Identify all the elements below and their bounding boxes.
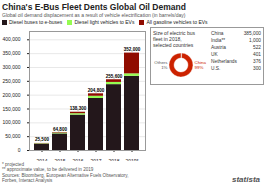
html-text:Austria: Austria	[211, 44, 226, 50]
html-text:U.S.: U.S.	[211, 65, 221, 71]
html-text:300: 300	[253, 65, 261, 71]
html-text:All gasoline vehicles to EVs: All gasoline vehicles to EVs	[146, 18, 208, 25]
svg-text:138,300: 138,300	[70, 106, 87, 111]
html-text:** approximate value, to be de: ** approximate value, to be delivered in…	[2, 167, 94, 172]
svg-text:352,000: 352,000	[124, 47, 141, 52]
svg-text:Others1%: Others1%	[154, 60, 168, 70]
html-text:China's E-Bus Fleet Dents Glob: China's E-Bus Fleet Dents Global Oil Dem…	[2, 2, 186, 12]
svg-text:2014: 2014	[36, 158, 47, 161]
html-text:401: 401	[253, 51, 261, 57]
html-text:UK: UK	[211, 51, 218, 57]
svg-text:350,000: 350,000	[2, 50, 20, 56]
html-text:Diesel light vehicles to EVs: Diesel light vehicles to EVs	[74, 18, 135, 25]
svg-text:50,000: 50,000	[5, 133, 21, 139]
svg-text:0: 0	[18, 147, 21, 153]
svg-text:300,000: 300,000	[2, 64, 20, 70]
html-text:Sources: Bloomberg, European A: Sources: Bloomberg, European Alternative…	[2, 172, 129, 178]
html-text:Forbes, Interact Analysis: Forbes, Interact Analysis	[2, 178, 53, 183]
svg-text:2019*: 2019*	[125, 158, 138, 161]
svg-text:64,800: 64,800	[53, 126, 67, 131]
svg-text:204,800: 204,800	[88, 87, 105, 92]
svg-text:150,000: 150,000	[2, 105, 20, 111]
html-text:385,000: 385,000	[243, 30, 261, 36]
html-text:India**: India**	[211, 37, 226, 43]
html-text:* projected: * projected	[2, 161, 24, 167]
html-text:Diesel buses to e-buses: Diesel buses to e-buses	[9, 18, 63, 25]
html-text:Size of electric bus fleet in: Size of electric bus fleet in 2018, sele…	[153, 29, 195, 48]
svg-text:200,000: 200,000	[2, 91, 20, 97]
html-text:522: 522	[253, 44, 261, 50]
svg-text:255,600: 255,600	[106, 73, 123, 78]
html-text:statista: statista	[232, 174, 260, 184]
svg-text:25,500: 25,500	[35, 137, 49, 142]
html-text:1,000: 1,000	[249, 37, 261, 43]
svg-text:China99%: China99%	[195, 60, 207, 70]
svg-text:2017: 2017	[90, 158, 101, 161]
svg-text:400,000: 400,000	[2, 36, 20, 42]
html-text:376: 376	[253, 58, 261, 64]
svg-text:2018: 2018	[108, 158, 119, 161]
svg-text:100,000: 100,000	[2, 119, 20, 125]
svg-text:2016: 2016	[72, 158, 83, 161]
html-text:Netherlands: Netherlands	[211, 58, 237, 64]
html-text:Global oil demand displacement: Global oil demand displacement as a resu…	[2, 12, 186, 18]
svg-text:250,000: 250,000	[2, 77, 20, 83]
html-text:China: China	[211, 30, 224, 36]
svg-text:2015: 2015	[54, 158, 65, 161]
